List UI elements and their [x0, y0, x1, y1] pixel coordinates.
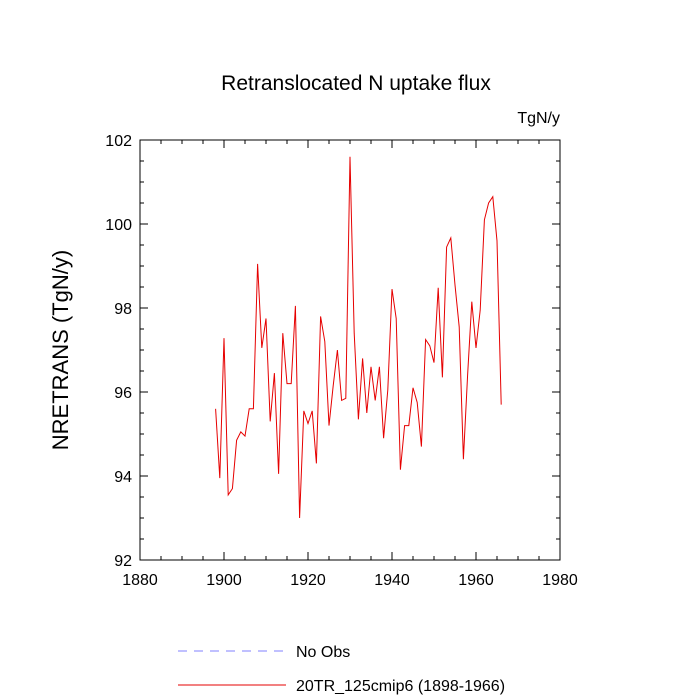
x-tick-label: 1900 [206, 572, 242, 589]
x-tick-labels: 1880 1900 1920 1940 1960 1980 [122, 572, 578, 589]
x-tick-label: 1980 [542, 572, 578, 589]
x-tick-label: 1940 [374, 572, 410, 589]
units-label: TgN/y [517, 110, 560, 127]
plot-frame [139, 139, 561, 561]
x-tick-label: 1920 [290, 572, 326, 589]
y-tick-label: 100 [105, 217, 132, 234]
y-tick-label: 94 [114, 469, 132, 486]
legend-label-20tr-125cmip6: 20TR_125cmip6 (1898-1966) [296, 678, 505, 695]
legend: No Obs 20TR_125cmip6 (1898-1966) [178, 644, 505, 695]
y-tick-label: 96 [114, 385, 132, 402]
y-tick-labels: 92 94 96 98 100 102 [105, 133, 132, 570]
legend-label-no-obs: No Obs [296, 644, 350, 661]
y-tick-label: 92 [114, 553, 132, 570]
y-tick-label: 102 [105, 133, 132, 150]
x-tick-label: 1960 [458, 572, 494, 589]
y-tick-label: 98 [114, 301, 132, 318]
y-axis-label: NRETRANS (TgN/y) [48, 250, 73, 450]
x-tick-label: 1880 [122, 572, 158, 589]
axis-ticks [139, 139, 561, 561]
chart-title: Retranslocated N uptake flux [221, 72, 491, 95]
series-line-20tr-125cmip6 [215, 156, 502, 519]
